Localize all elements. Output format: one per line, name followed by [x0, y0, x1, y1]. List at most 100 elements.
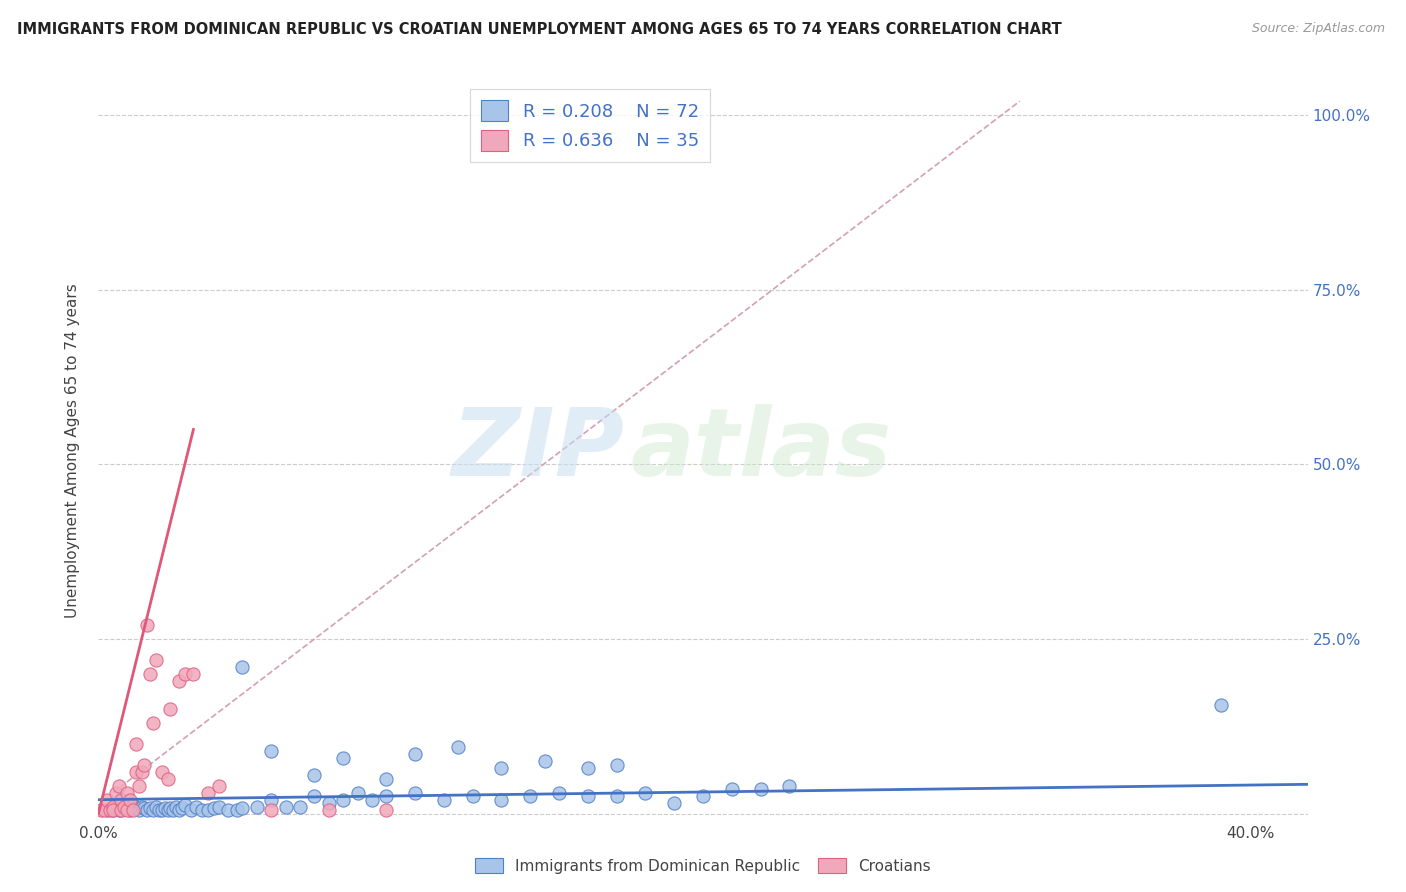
Point	[148, 803, 170, 817]
Point	[346, 786, 368, 800]
Point	[134, 757, 156, 772]
Point	[142, 715, 165, 730]
Text: atlas: atlas	[630, 404, 891, 497]
Point	[115, 786, 138, 800]
Point	[375, 789, 398, 804]
Point	[145, 799, 167, 814]
Point	[122, 798, 145, 813]
Point	[664, 796, 686, 810]
Point	[150, 764, 173, 779]
Point	[318, 796, 340, 810]
Point	[186, 799, 208, 814]
Point	[634, 786, 657, 800]
Point	[142, 803, 165, 817]
Point	[191, 803, 214, 817]
Point	[104, 786, 127, 800]
Point	[720, 782, 742, 797]
Point	[519, 789, 541, 804]
Point	[115, 801, 138, 815]
Point	[404, 786, 426, 800]
Legend: Immigrants from Dominican Republic, Croatians: Immigrants from Dominican Republic, Croa…	[470, 852, 936, 880]
Point	[332, 751, 354, 765]
Point	[125, 737, 148, 751]
Point	[1211, 698, 1233, 713]
Point	[156, 803, 179, 817]
Point	[749, 782, 772, 797]
Point	[162, 803, 184, 817]
Point	[447, 740, 470, 755]
Point	[139, 801, 162, 815]
Point	[461, 789, 484, 804]
Point	[404, 747, 426, 762]
Point	[122, 803, 145, 817]
Point	[128, 779, 150, 793]
Point	[120, 793, 142, 807]
Point	[120, 803, 142, 817]
Point	[101, 799, 124, 814]
Point	[197, 803, 219, 817]
Point	[260, 744, 283, 758]
Point	[125, 801, 148, 815]
Point	[208, 779, 231, 793]
Point	[115, 803, 138, 817]
Y-axis label: Unemployment Among Ages 65 to 74 years: Unemployment Among Ages 65 to 74 years	[65, 283, 80, 618]
Point	[131, 764, 153, 779]
Point	[90, 803, 112, 817]
Point	[202, 801, 225, 815]
Point	[231, 801, 253, 815]
Point	[692, 789, 714, 804]
Point	[145, 653, 167, 667]
Point	[173, 798, 195, 813]
Point	[167, 803, 190, 817]
Point	[96, 803, 118, 817]
Point	[156, 772, 179, 786]
Point	[260, 793, 283, 807]
Text: IMMIGRANTS FROM DOMINICAN REPUBLIC VS CROATIAN UNEMPLOYMENT AMONG AGES 65 TO 74 : IMMIGRANTS FROM DOMINICAN REPUBLIC VS CR…	[17, 22, 1062, 37]
Point	[93, 803, 115, 817]
Point	[134, 801, 156, 815]
Point	[217, 803, 239, 817]
Point	[136, 803, 159, 817]
Point	[778, 779, 800, 793]
Point	[318, 803, 340, 817]
Point	[576, 789, 599, 804]
Point	[433, 793, 456, 807]
Point	[304, 789, 326, 804]
Point	[112, 799, 135, 814]
Point	[260, 803, 283, 817]
Point	[112, 799, 135, 814]
Point	[170, 801, 193, 815]
Point	[606, 789, 628, 804]
Point	[375, 803, 398, 817]
Point	[139, 667, 162, 681]
Point	[110, 803, 132, 817]
Point	[606, 757, 628, 772]
Point	[150, 803, 173, 817]
Point	[110, 803, 132, 817]
Point	[96, 793, 118, 807]
Point	[361, 793, 384, 807]
Point	[225, 803, 247, 817]
Legend: R = 0.208    N = 72, R = 0.636    N = 35: R = 0.208 N = 72, R = 0.636 N = 35	[470, 89, 710, 161]
Point	[208, 799, 231, 814]
Point	[491, 793, 513, 807]
Point	[153, 801, 176, 815]
Point	[101, 803, 124, 817]
Point	[125, 764, 148, 779]
Point	[548, 786, 571, 800]
Point	[288, 799, 311, 814]
Point	[110, 793, 132, 807]
Point	[98, 803, 121, 817]
Point	[183, 667, 205, 681]
Point	[159, 702, 181, 716]
Point	[491, 761, 513, 775]
Point	[167, 673, 190, 688]
Point	[101, 803, 124, 817]
Point	[231, 660, 253, 674]
Point	[304, 768, 326, 782]
Point	[533, 754, 555, 768]
Point	[332, 793, 354, 807]
Point	[131, 799, 153, 814]
Point	[246, 799, 269, 814]
Point	[159, 801, 181, 815]
